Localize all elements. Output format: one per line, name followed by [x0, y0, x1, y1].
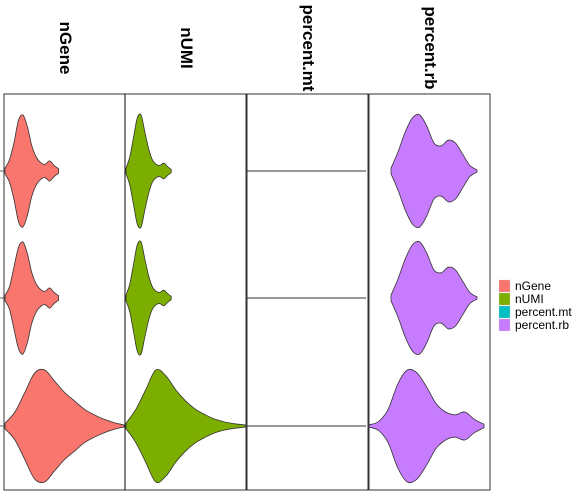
facet-label-percent-mt: percent.mt [299, 5, 318, 92]
legend-label-nUMI: nUMI [515, 292, 544, 306]
legend-key-percent-mt [498, 305, 511, 319]
panel-frame-nUMI [124, 93, 247, 491]
violin-nGene-3 [4, 368, 125, 484]
violin-nUMI-1 [125, 113, 172, 229]
violin-nUMI-2 [125, 240, 172, 356]
violin-percent-rb-3 [368, 368, 485, 484]
legend-key-nGene [498, 279, 511, 293]
facet-label-nGene: nGene [56, 22, 75, 75]
legend-label-nGene: nGene [515, 279, 551, 293]
violin-nGene-2 [4, 241, 59, 355]
violin-nUMI-3 [125, 369, 246, 483]
facet-label-percent-rb: percent.rb [421, 6, 440, 89]
legend-label-percent-mt: percent.mt [515, 305, 572, 319]
facet-panels [0, 93, 491, 491]
legend-key-percent-rb [498, 318, 511, 332]
panel-frame-percent-mt [246, 93, 369, 491]
facet-label-nUMI: nUMI [177, 27, 196, 69]
legend-key-nUMI [498, 292, 511, 306]
panel-frame-percent-rb [368, 93, 491, 491]
facet-strip-labels: nGene nUMI percent.mt percent.rb [56, 5, 440, 92]
violin-percent-rb-1 [390, 114, 478, 228]
violin-percent-rb-2 [390, 241, 478, 355]
legend-label-percent-rb: percent.rb [515, 318, 569, 332]
violin-nGene-1 [4, 114, 59, 228]
